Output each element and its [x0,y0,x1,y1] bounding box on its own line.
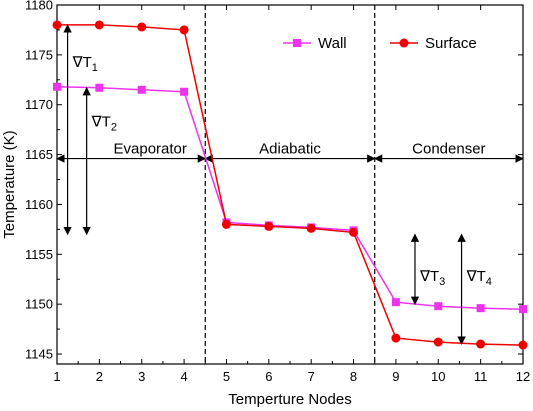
x-tick-label: 12 [516,369,530,384]
data-point [391,298,400,307]
region-arrows: Evaporator Adiabatic Condenser [56,141,524,163]
data-point [306,223,316,233]
x-tick-label: 4 [180,369,187,384]
y-axis-title: Temperature (K) [1,130,18,238]
plot-frame [56,4,524,365]
data-point [434,302,443,311]
x-tick-label: 10 [431,369,445,384]
plot-area-border [56,4,524,365]
data-point [52,20,62,30]
y-tick-label: 1145 [25,347,53,362]
data-point [476,304,485,313]
region-label: Evaporator [114,141,187,158]
data-point [476,339,486,349]
x-tick-label: 3 [138,369,145,384]
x-axis-title: Temperture Nodes [228,391,351,408]
data-point [391,333,401,343]
gradient-arrows: ∇T1 ∇T2 ∇T3 ∇T4 [63,24,492,345]
x-tick-label: 7 [308,369,315,384]
y-tick-label: 1175 [25,47,53,62]
gradient-label: ∇T3 [419,268,445,288]
legend-marker [293,39,301,47]
data-point [519,305,527,314]
data-point [180,87,189,96]
x-tick-label: 5 [223,369,230,384]
data-point [349,227,359,237]
gradient-label: ∇T1 [72,54,98,74]
data-point [433,337,443,347]
data-point [94,20,104,30]
y-tick-label: 1180 [25,0,53,13]
axis-ticks: 1 2 3 4 5 6 7 8 9 10 11 121145115011551160116511701… [25,0,530,384]
y-tick-label: 1155 [25,247,53,262]
y-tick-label: 1170 [25,97,53,112]
gradient-label: ∇T4 [466,268,492,288]
gradient-label: ∇T2 [91,114,117,134]
y-tick-label: 1165 [25,147,53,162]
data-point [179,25,189,35]
data-point [95,83,104,92]
series-lines [52,20,528,350]
legend: Wall Surface [283,35,477,52]
data-point [137,22,147,32]
legend-label: Wall [318,35,347,52]
series-line [57,24,524,346]
y-tick-label: 1150 [25,297,53,312]
region-label: Adiabatic [259,141,321,158]
data-point [518,340,528,350]
series-line [56,86,524,310]
x-tick-label: 2 [96,369,103,384]
legend-marker [399,38,409,48]
region-label: Condenser [412,141,485,158]
x-tick-label: 8 [350,369,357,384]
data-point [221,219,231,229]
x-tick-label: 6 [265,369,272,384]
legend-label: Surface [425,35,477,52]
x-tick-label: 1 [53,369,60,384]
x-tick-label: 11 [474,369,488,384]
data-point [264,221,274,231]
y-tick-label: 1160 [25,197,53,212]
region-dividers [204,5,376,364]
data-point [137,85,146,94]
x-tick-label: 9 [392,369,399,384]
data-point [53,82,61,91]
